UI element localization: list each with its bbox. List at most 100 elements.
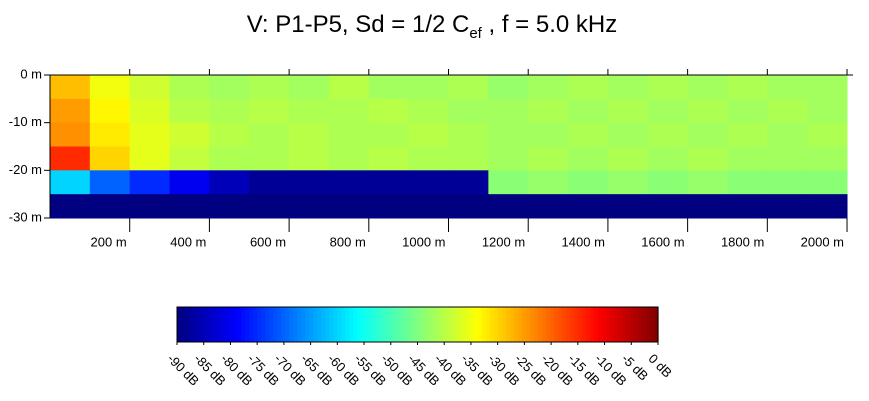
heatmap-cell [727,146,768,171]
y-tick-label: -10 m [9,114,42,129]
heatmap-cell [169,122,210,147]
heatmap-cell [89,98,131,124]
heatmap-cell [169,194,210,219]
heatmap-cell [687,194,728,219]
heatmap-cell [368,98,410,124]
heatmap-cell [488,194,529,219]
colorbar-swatch [389,307,395,342]
colorbar-swatch [217,307,222,342]
heatmap-cell [249,170,290,195]
colorbar-swatch [441,307,447,342]
colorbar-swatch [481,307,487,342]
heatmap-cell [488,146,529,171]
colorbar-swatch [333,307,338,342]
colorbar-swatch [289,307,294,342]
heatmap-cell [687,75,728,100]
heatmap-cell [129,75,171,100]
colorbar-swatch [457,307,463,342]
colorbar-swatch [213,307,218,342]
colorbar-swatch [605,307,611,342]
x-tick-label: 800 m [330,234,366,249]
colorbar-swatch [233,307,238,342]
colorbar-swatch [393,307,399,342]
colorbar-swatch [293,307,298,342]
colorbar-swatch [485,307,491,342]
heatmap-cell [767,122,808,147]
heatmap-cell [807,194,848,219]
colorbar-swatch [193,307,198,342]
colorbar-swatch [477,307,483,342]
heatmap-cell [727,122,768,147]
heatmap-cell [727,98,768,124]
colorbar-swatch [253,307,258,342]
colorbar-swatch [493,307,499,342]
colorbar-swatch [613,307,619,342]
x-tick-label: 1000 m [402,234,445,249]
heatmap-cell [647,122,689,147]
title-end: , f = 5.0 kHz [482,11,617,38]
heatmap-cell [687,122,728,147]
colorbar-swatch [257,307,262,342]
colorbar-swatch [281,307,286,342]
heatmap-cell [528,122,569,147]
heatmap-cell [687,98,728,124]
heatmap-cell [448,75,489,100]
heatmap-cell [647,146,689,171]
heatmap-cell [209,98,250,124]
colorbar-swatch [629,307,635,342]
colorbar-swatch [417,307,423,342]
heatmap-cell [89,75,131,100]
colorbar-swatch [453,307,459,342]
heatmap-cell [568,75,609,100]
colorbar-swatch [345,307,350,342]
heatmap-cell [368,194,410,219]
heatmap-cell [448,122,489,147]
heatmap-cell [169,170,210,195]
colorbar-swatch [405,307,411,342]
colorbar-swatch [549,307,555,342]
colorbar-swatch [589,307,595,342]
colorbar-swatch [569,307,575,342]
heatmap-cell [727,75,768,100]
heatmap-cell [687,146,728,171]
colorbar-swatch [357,307,362,342]
heatmap-cell [209,170,250,195]
heatmap-cell [647,75,689,100]
heatmap-cell [129,194,171,219]
chart-title: V: P1-P5, Sd = 1/2 Cef , f = 5.0 kHz [247,11,617,42]
heatmap-cell [488,170,529,195]
x-tick-label: 1600 m [641,234,684,249]
colorbar-swatch [645,307,651,342]
heatmap-cell [408,122,450,147]
colorbar-swatch [341,307,346,342]
colorbar-swatch [617,307,623,342]
heatmap-cell [368,146,410,171]
colorbar-swatch [593,307,599,342]
heatmap-cell [328,75,370,100]
heatmap-cell [807,146,848,171]
heatmap-cell [807,98,848,124]
heatmap-cell [528,194,569,219]
colorbar-swatch [337,307,342,342]
colorbar-swatch [581,307,587,342]
heatmap-cell [767,170,808,195]
heatmap-cell [209,75,250,100]
heatmap-cell [488,98,529,124]
colorbar-swatch [197,307,202,342]
colorbar-swatch [349,307,354,342]
heatmap-cell [448,170,489,195]
heatmap-cell [129,146,171,171]
colorbar-swatch [521,307,527,342]
heatmap-cell [50,170,91,195]
colorbar-swatch [641,307,647,342]
colorbar-swatch [221,307,226,342]
colorbar-swatch [261,307,266,342]
heatmap-cell [328,122,370,147]
title-subscript: ef [469,25,482,42]
heatmap-cell [169,146,210,171]
colorbar-swatch [229,307,234,342]
heatmap-cell [50,194,91,219]
colorbar-swatch [541,307,547,342]
heatmap-cell [767,98,808,124]
heatmap-cell [249,194,290,219]
